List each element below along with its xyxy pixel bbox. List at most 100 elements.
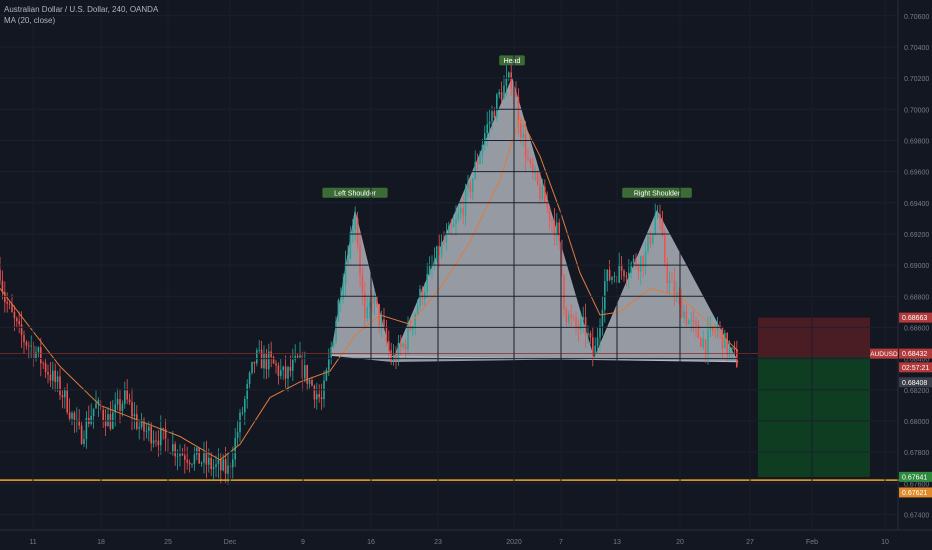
price-tick-label: 0.68200 [904, 388, 929, 395]
time-tick-label: 27 [746, 539, 754, 546]
candle-body [424, 291, 426, 299]
time-tick-label: 7 [559, 539, 563, 546]
indicator-title[interactable]: MA (20, close) [4, 16, 56, 25]
candle-body [25, 342, 28, 346]
candle-body [73, 412, 76, 420]
candle-body [496, 94, 498, 119]
price-tick-label: 0.67400 [904, 512, 929, 519]
candle-body [440, 242, 443, 256]
candle-body [287, 367, 289, 379]
time-tick-label: 2020 [506, 539, 522, 546]
price-tick-label: 0.69800 [904, 138, 929, 145]
candle-body [11, 303, 13, 312]
candle-body [652, 233, 654, 244]
candle-body [700, 337, 702, 348]
candle-body [534, 171, 536, 174]
candle-body [697, 324, 700, 338]
candle-body [280, 370, 282, 376]
candle-body [8, 303, 11, 305]
candle-body [162, 428, 164, 429]
candle-body [464, 188, 467, 216]
candle-body [42, 363, 44, 365]
candle-body [431, 265, 433, 267]
candle-body [414, 313, 416, 327]
candle-body [654, 217, 656, 234]
candle-body [148, 426, 150, 431]
symbol-title[interactable]: Australian Dollar / U.S. Dollar, 240, OA… [4, 5, 159, 14]
candle-body [704, 339, 707, 354]
candle-body [476, 162, 479, 164]
candle-body [580, 319, 582, 330]
stop-loss-zone[interactable] [758, 317, 870, 358]
candle-body [253, 361, 256, 364]
candle-body [560, 239, 563, 275]
candle-body [109, 414, 112, 429]
candle-body [59, 376, 61, 396]
candle-body [320, 397, 323, 400]
candle-body [666, 262, 668, 284]
short-position-tool[interactable] [758, 317, 870, 477]
candle-body [719, 325, 721, 328]
candle-body [731, 347, 733, 349]
candle-body [236, 432, 239, 438]
candle-body [455, 219, 457, 225]
candle-body [6, 302, 8, 304]
candle-body [193, 454, 196, 464]
candle-body [85, 417, 88, 440]
candle-body [212, 467, 215, 470]
candle-body [416, 305, 419, 314]
candle-body [32, 345, 35, 359]
candle-body [152, 440, 155, 444]
candle-body [572, 316, 575, 318]
candle-body [188, 462, 191, 465]
candle-body [709, 326, 712, 330]
time-tick-label: 23 [434, 539, 442, 546]
candle-body [80, 425, 83, 444]
candle-body [186, 459, 188, 463]
candle-body [632, 258, 635, 264]
price-axis[interactable]: 0.674000.676000.678000.680000.682000.684… [0, 0, 929, 530]
candle-body [443, 242, 445, 243]
candle-body [702, 339, 704, 348]
pattern-label-bg [499, 55, 525, 66]
candle-body [536, 171, 539, 184]
price-tick-label: 0.70600 [904, 14, 929, 21]
candle-body [726, 332, 728, 356]
candle-body [92, 408, 95, 416]
candle-body [680, 296, 683, 318]
candle-body [215, 464, 217, 468]
candle-body [306, 365, 308, 384]
candle-body [474, 162, 476, 179]
candle-body [227, 465, 229, 474]
candle-body [119, 399, 121, 411]
candle-body [556, 222, 558, 236]
levels [0, 353, 932, 481]
candle-body [522, 133, 524, 138]
candle-body [419, 288, 421, 306]
candle-body [196, 447, 198, 455]
candle-body [383, 319, 385, 327]
price-tick-label: 0.69200 [904, 232, 929, 239]
candle-body [508, 72, 510, 79]
candle-body [301, 355, 304, 379]
time-tick-label: 9 [301, 539, 305, 546]
candle-body [76, 419, 78, 421]
take-profit-zone[interactable] [758, 357, 870, 477]
candle-body [664, 235, 666, 263]
candle-body [623, 270, 625, 277]
moving-average [0, 115, 739, 461]
candle-body [378, 304, 380, 326]
candle-body [568, 314, 570, 323]
candle-body [484, 133, 486, 145]
candle-body [282, 366, 284, 371]
candle-body [716, 325, 719, 332]
pattern-label-text: Left Shoulder [334, 190, 376, 197]
candle-body [289, 367, 292, 371]
candle-body [97, 400, 100, 404]
candle-body [114, 404, 116, 413]
candle-body [268, 351, 270, 370]
candle-body [342, 284, 344, 300]
candle-body [433, 260, 436, 266]
